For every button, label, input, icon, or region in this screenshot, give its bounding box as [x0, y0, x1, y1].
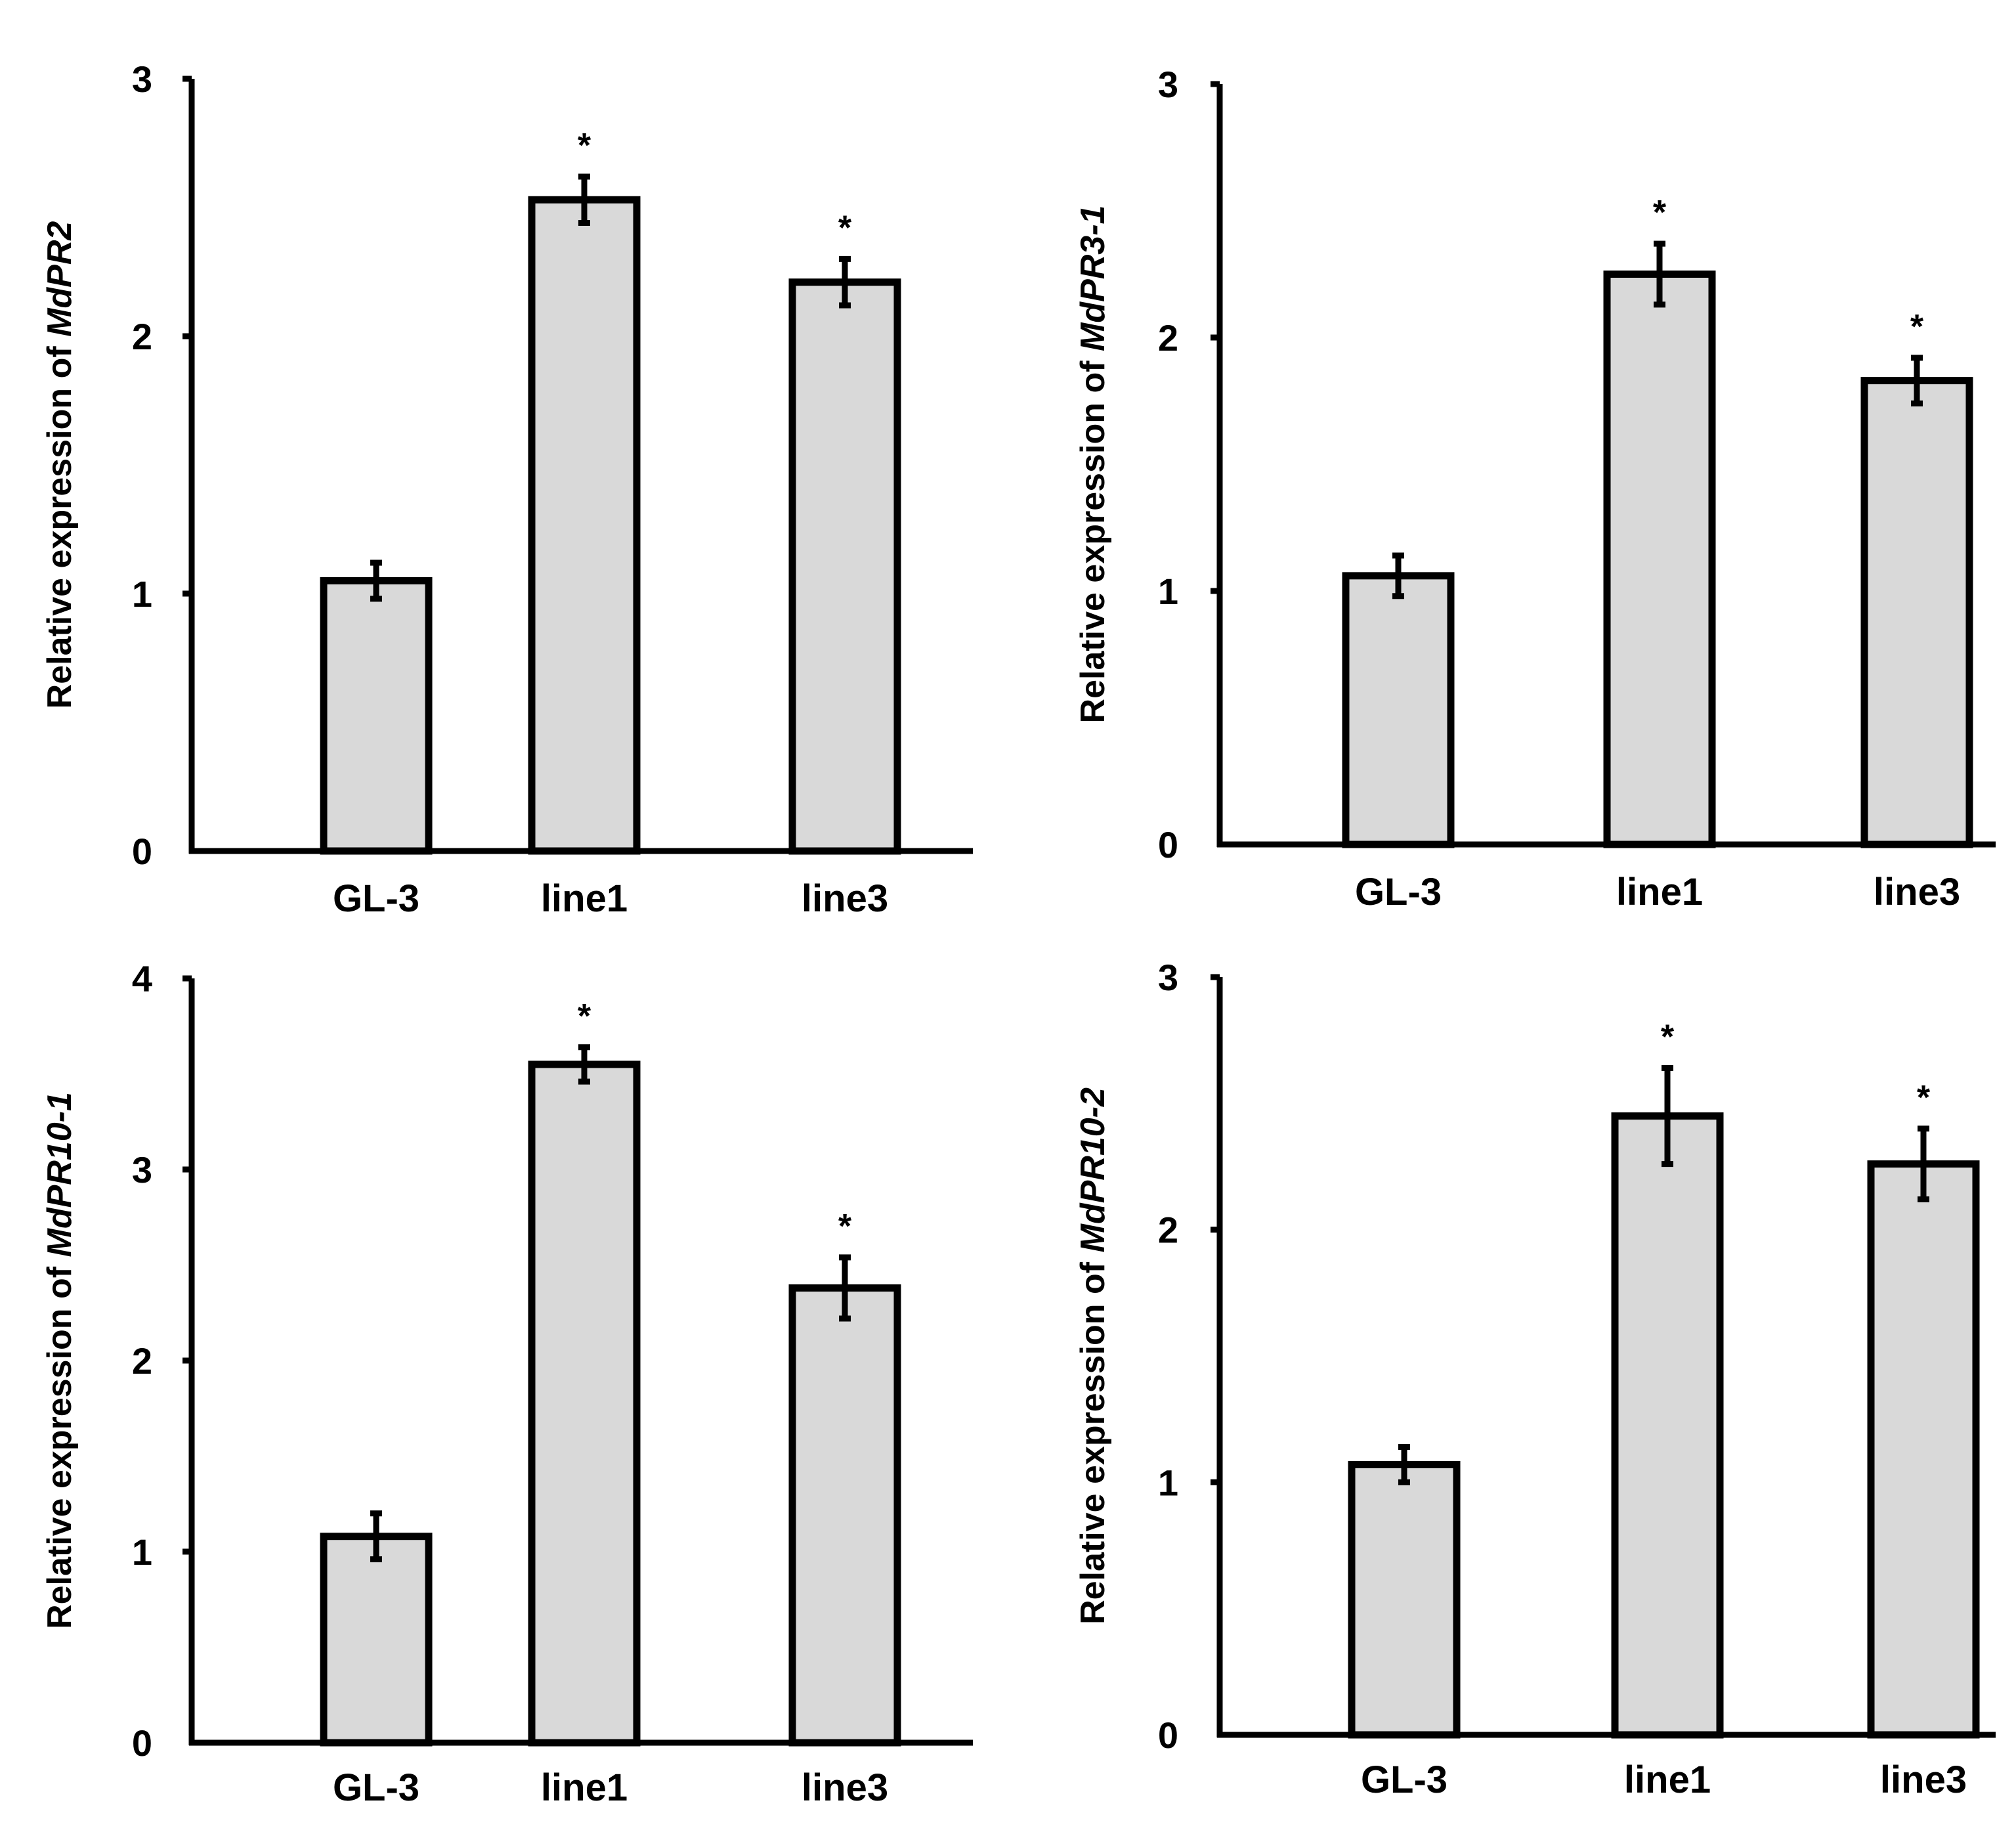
x-tick-label-GL-3: GL-3: [1355, 871, 1442, 913]
y-tick-label-0: 0: [132, 831, 152, 872]
error-bar-line1: [1662, 1064, 1673, 1168]
bar-line3: [1860, 377, 1973, 848]
error-bar-line1: [578, 173, 590, 227]
chart-panel-4: GL-3 * line1 * line3 0 1 2 3 Relative expression …: [1074, 957, 1996, 1801]
x-tick-label-GL-3: GL-3: [1361, 1758, 1448, 1801]
x-tick-label-line3: line3: [802, 1766, 888, 1809]
significance-mark-line1: *: [1653, 194, 1667, 232]
bar-line3: [788, 1284, 901, 1747]
error-bar-line3: [839, 255, 851, 309]
y-axis-title: Relative expression of MdPR2: [41, 221, 79, 709]
error-bar-GL-3: [370, 559, 382, 602]
x-tick-label-GL-3: GL-3: [333, 1766, 419, 1809]
y-axis-title: Relative expression of MdPR3-1: [1074, 206, 1112, 724]
y-tick-label-1: 1: [1158, 1462, 1178, 1503]
y-axis-title-prefix: Relative expression of: [41, 337, 79, 709]
y-axis-title: Relative expression of MdPR10-2: [1074, 1087, 1112, 1625]
y-tick-label-3: 3: [132, 1149, 152, 1190]
y-tick-label-2: 2: [132, 316, 152, 357]
bar-line1: [528, 1060, 641, 1747]
y-axis-title-gene: MdPR10-2: [1074, 1087, 1112, 1252]
y-axis-title-gene: MdPR2: [41, 221, 79, 337]
error-bar-GL-3: [1392, 552, 1404, 600]
y-axis-title-gene: MdPR10-1: [41, 1092, 79, 1257]
y-tick-label-1: 1: [1158, 571, 1178, 612]
y-axis-title: Relative expression of MdPR10-1: [41, 1092, 79, 1629]
x-tick-label-line1: line1: [541, 877, 628, 920]
significance-mark-line3: *: [1917, 1079, 1931, 1117]
y-tick-label-3: 3: [1158, 64, 1178, 105]
y-tick-label-0: 0: [132, 1722, 152, 1764]
y-tick-label-1: 1: [132, 1531, 152, 1573]
significance-mark-line1: *: [1661, 1018, 1675, 1056]
x-tick-label-line1: line1: [1616, 871, 1703, 913]
y-axis-title-gene: MdPR3-1: [1074, 206, 1112, 351]
error-bar-line3: [839, 1254, 851, 1322]
chart-panel-2: GL-3 * line1 * line3 0 1 2 3 Relative expression …: [1074, 64, 1996, 913]
y-tick-label-4: 4: [132, 958, 152, 999]
bar-line1: [1611, 1112, 1724, 1739]
error-bar-line3: [1911, 355, 1923, 406]
error-bar-GL-3: [1398, 1443, 1410, 1485]
x-tick-label-line1: line1: [1624, 1758, 1711, 1801]
x-tick-label-line3: line3: [1880, 1758, 1967, 1801]
bar-GL-3: [320, 1533, 433, 1747]
x-tick-label-line1: line1: [541, 1766, 628, 1809]
y-tick-label-3: 3: [1158, 957, 1178, 998]
y-axis-title-prefix: Relative expression of: [1074, 351, 1112, 723]
y-tick-label-2: 2: [1158, 317, 1178, 359]
bar-GL-3: [1342, 572, 1455, 848]
bar-GL-3: [320, 577, 433, 855]
y-tick-label-1: 1: [132, 573, 152, 615]
y-tick-label-3: 3: [132, 58, 152, 100]
significance-mark-line3: *: [838, 1208, 852, 1246]
error-bar-line1: [578, 1044, 590, 1085]
chart-panel-1: GL-3 * line1 * line3 0 1 2 3 Relative expression …: [41, 58, 973, 920]
error-bar-GL-3: [370, 1510, 382, 1563]
bar-line3: [788, 278, 901, 855]
chart-panel-3: GL-3 * line1 * line3 0 1 2 3 4 Relative expression…: [41, 958, 973, 1809]
error-bar-line3: [1918, 1125, 1929, 1203]
significance-mark-line3: *: [838, 209, 852, 247]
y-axis-title-prefix: Relative expression of: [1074, 1252, 1112, 1624]
bar-GL-3: [1348, 1460, 1461, 1739]
x-tick-label-line3: line3: [1874, 871, 1960, 913]
y-tick-label-0: 0: [1158, 1714, 1178, 1756]
x-tick-label-GL-3: GL-3: [333, 877, 419, 920]
x-tick-label-line3: line3: [802, 877, 888, 920]
y-tick-label-0: 0: [1158, 824, 1178, 865]
y-tick-label-2: 2: [1158, 1210, 1178, 1251]
bar-line1: [528, 196, 641, 855]
error-bar-line1: [1654, 240, 1665, 308]
bar-line1: [1603, 271, 1716, 848]
y-tick-label-2: 2: [132, 1340, 152, 1382]
y-axis-title-prefix: Relative expression of: [41, 1257, 79, 1628]
bar-line3: [1867, 1160, 1980, 1739]
significance-mark-line1: *: [578, 127, 591, 165]
significance-mark-line3: *: [1910, 308, 1924, 346]
significance-mark-line1: *: [578, 997, 591, 1036]
